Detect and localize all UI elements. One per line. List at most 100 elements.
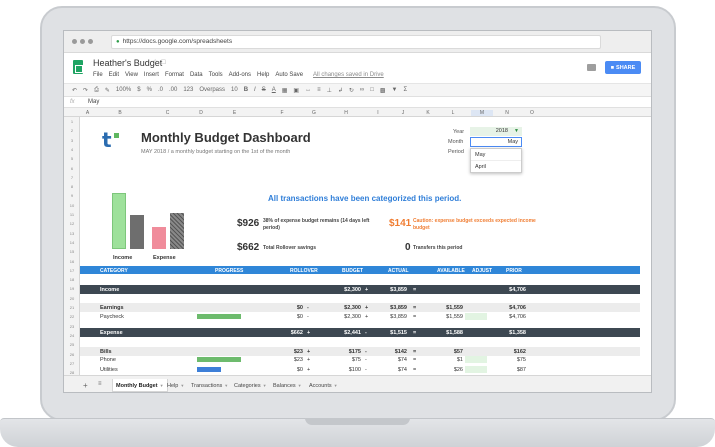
row-number[interactable]: 28 bbox=[69, 370, 75, 376]
year-select[interactable]: 2018 ▼ bbox=[470, 127, 522, 136]
cell-prior[interactable]: $4,706 bbox=[509, 287, 526, 293]
cell-available[interactable]: $1,588 bbox=[446, 330, 463, 336]
cell-op1[interactable]: + bbox=[307, 357, 311, 363]
row-number[interactable]: 24 bbox=[69, 332, 75, 338]
table-row[interactable]: Expense $662 + $2,441- $1,515 = $1,588 $1,358 bbox=[80, 328, 640, 337]
cell-op2[interactable]: - bbox=[365, 349, 367, 355]
functions-icon[interactable]: Σ bbox=[403, 87, 408, 93]
add-sheet-icon[interactable]: + bbox=[83, 381, 88, 390]
fill-color-icon[interactable]: ▦ bbox=[281, 87, 288, 94]
cell-op2[interactable]: - bbox=[365, 367, 367, 373]
row-number[interactable]: 14 bbox=[69, 239, 75, 245]
menu-file[interactable]: File bbox=[93, 72, 103, 78]
paint-format-icon[interactable]: ✎ bbox=[104, 87, 110, 94]
italic-icon[interactable]: I bbox=[254, 87, 256, 93]
cell-rollover[interactable]: $0 bbox=[296, 305, 303, 311]
column-header[interactable]: B bbox=[118, 110, 122, 116]
sheets-logo-icon[interactable] bbox=[73, 60, 83, 74]
adjust-cell[interactable] bbox=[465, 366, 487, 373]
tab-help[interactable]: Help ▼ bbox=[164, 379, 187, 392]
merge-icon[interactable]: ↔ bbox=[305, 87, 312, 93]
align-icon[interactable]: ≡ bbox=[317, 87, 321, 93]
tab-transactions[interactable]: Transactions ▼ bbox=[188, 379, 231, 392]
formula-value[interactable]: May bbox=[88, 99, 100, 105]
menu-autosave[interactable]: Auto Save bbox=[275, 72, 304, 78]
cell-available[interactable]: $1,559 bbox=[446, 314, 463, 320]
cell-op3[interactable]: = bbox=[413, 330, 417, 336]
cell-prior[interactable]: $87 bbox=[516, 367, 526, 373]
row-number[interactable]: 18 bbox=[69, 277, 75, 283]
cell-op1[interactable]: + bbox=[307, 367, 311, 373]
column-header[interactable]: A bbox=[85, 110, 90, 116]
cell-op3[interactable]: = bbox=[413, 367, 417, 373]
menu-tools[interactable]: Tools bbox=[208, 72, 223, 78]
cell-op2[interactable]: - bbox=[365, 330, 367, 336]
adjust-cell[interactable] bbox=[465, 313, 487, 320]
column-header[interactable]: N bbox=[505, 110, 509, 116]
cell-op2[interactable]: + bbox=[365, 314, 369, 320]
comment-icon[interactable] bbox=[587, 64, 596, 71]
tab-categories[interactable]: Categories ▼ bbox=[231, 379, 270, 392]
cell-available[interactable]: $57 bbox=[453, 349, 463, 355]
save-status[interactable]: All changes saved in Drive bbox=[313, 72, 384, 78]
month-select[interactable]: May bbox=[470, 137, 522, 147]
cell-prior[interactable]: $4,706 bbox=[509, 314, 526, 320]
cell-category[interactable]: Phone bbox=[100, 357, 116, 363]
column-header[interactable]: J bbox=[401, 110, 405, 116]
undo-icon[interactable]: ↶ bbox=[72, 87, 78, 94]
menu-data[interactable]: Data bbox=[189, 72, 203, 78]
cell-actual[interactable]: $74 bbox=[397, 357, 407, 363]
cell-available[interactable]: $1 bbox=[456, 357, 463, 363]
doc-title[interactable]: Heather's Budget bbox=[93, 58, 163, 68]
valign-icon[interactable]: ⊥ bbox=[326, 87, 332, 94]
cell-prior[interactable]: $162 bbox=[513, 349, 526, 355]
row-number[interactable]: 20 bbox=[69, 295, 75, 301]
cell-prior[interactable]: $75 bbox=[516, 357, 526, 363]
row-number[interactable]: 8 bbox=[70, 184, 74, 190]
row-number[interactable]: 9 bbox=[70, 193, 74, 199]
cell-actual[interactable]: $142 bbox=[394, 349, 407, 355]
dropdown-option-april[interactable]: April bbox=[475, 164, 487, 170]
link-icon[interactable]: ∞ bbox=[359, 87, 365, 93]
row-number[interactable]: 16 bbox=[69, 258, 75, 264]
row-number[interactable]: 15 bbox=[69, 249, 75, 255]
cell-op3[interactable]: = bbox=[413, 357, 417, 363]
table-row[interactable]: Phone $23 + $75- $74 = $1 $75 bbox=[80, 355, 640, 364]
cell-rollover[interactable]: $23 bbox=[293, 349, 303, 355]
cell-op2[interactable]: + bbox=[365, 287, 369, 293]
menu-view[interactable]: View bbox=[125, 72, 138, 78]
cell-budget[interactable]: $75 bbox=[351, 357, 361, 363]
table-row[interactable]: Paycheck $0- $2,300 + $3,859 = $1,559 $4,706 bbox=[80, 312, 640, 321]
table-row[interactable]: Income $2,300 + $3,859 = $4,706 bbox=[80, 285, 640, 294]
cell-category[interactable]: Income bbox=[100, 287, 120, 293]
currency-button[interactable]: $ bbox=[137, 87, 141, 93]
filter-icon[interactable]: ▼ bbox=[391, 87, 398, 93]
cell-op2[interactable]: + bbox=[365, 305, 369, 311]
cell-rollover[interactable]: $0 bbox=[296, 314, 303, 320]
cell-op1[interactable]: + bbox=[307, 349, 311, 355]
wrap-icon[interactable]: ↲ bbox=[337, 87, 343, 94]
table-row[interactable]: Utilities $0 + $100- $74 = $26 $87 bbox=[80, 365, 640, 374]
zoom-select[interactable]: 100% bbox=[115, 87, 132, 93]
cell-rollover[interactable]: $23 bbox=[293, 357, 303, 363]
more-formats-button[interactable]: 123 bbox=[183, 87, 194, 93]
cell-budget[interactable]: $2,300 bbox=[344, 314, 361, 320]
menu-help[interactable]: Help bbox=[257, 72, 270, 78]
cell-actual[interactable]: $3,859 bbox=[390, 287, 407, 293]
strikethrough-icon[interactable]: S bbox=[261, 87, 266, 93]
rotate-icon[interactable]: ↻ bbox=[348, 87, 354, 94]
column-header[interactable]: M bbox=[471, 110, 493, 116]
row-number[interactable]: 3 bbox=[70, 137, 74, 143]
row-number[interactable]: 11 bbox=[69, 212, 75, 217]
percent-button[interactable]: % bbox=[146, 87, 152, 93]
menu-format[interactable]: Format bbox=[164, 72, 184, 78]
cell-actual[interactable]: $1,515 bbox=[390, 330, 407, 336]
row-number[interactable]: 7 bbox=[70, 174, 74, 180]
cell-category[interactable]: Earnings bbox=[100, 305, 124, 311]
row-number[interactable]: 5 bbox=[70, 156, 74, 162]
increase-decimal-button[interactable]: .00 bbox=[168, 87, 178, 93]
cell-category[interactable]: Bills bbox=[100, 349, 112, 355]
cell-category[interactable]: Utilities bbox=[100, 367, 118, 373]
row-number[interactable]: 19 bbox=[69, 286, 75, 292]
column-header[interactable]: E bbox=[232, 110, 237, 116]
